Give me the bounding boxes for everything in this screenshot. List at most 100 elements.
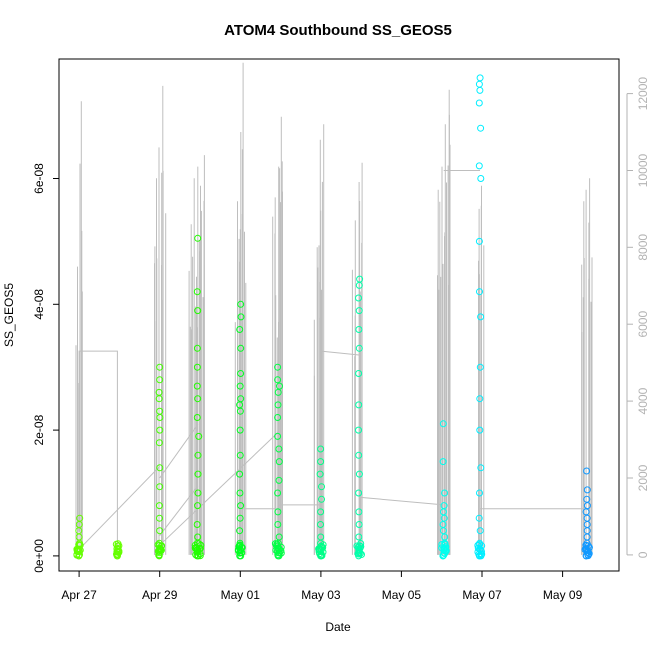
y-tick-label: 2e-08 bbox=[32, 414, 46, 445]
data-point bbox=[194, 470, 202, 478]
data-point bbox=[475, 99, 483, 107]
data-point bbox=[113, 552, 121, 560]
data-point bbox=[355, 508, 363, 516]
data-point bbox=[355, 521, 363, 528]
data-point bbox=[439, 420, 447, 428]
data-point bbox=[476, 426, 484, 434]
data-point bbox=[274, 388, 282, 396]
data-point bbox=[353, 542, 361, 550]
data-point bbox=[237, 370, 245, 377]
data-point bbox=[318, 495, 325, 503]
data-point bbox=[236, 451, 244, 459]
data-point bbox=[158, 542, 166, 550]
data-point bbox=[317, 458, 325, 466]
x-axis-label: Date bbox=[325, 620, 351, 634]
plot-frame bbox=[58, 58, 620, 572]
data-point bbox=[477, 313, 485, 321]
data-point bbox=[236, 326, 244, 333]
data-point bbox=[355, 426, 362, 434]
data-point bbox=[274, 489, 282, 497]
data-point bbox=[113, 545, 121, 553]
data-point bbox=[355, 401, 363, 409]
data-point bbox=[355, 294, 362, 302]
data-point bbox=[274, 508, 282, 516]
data-point bbox=[317, 521, 324, 528]
data-point bbox=[275, 445, 283, 453]
data-point bbox=[441, 489, 448, 497]
right-tick-label: 0 bbox=[636, 551, 650, 558]
data-point bbox=[355, 470, 363, 478]
data-point bbox=[276, 382, 283, 390]
data-point bbox=[274, 414, 282, 421]
data-point bbox=[318, 483, 325, 491]
data-point bbox=[194, 533, 202, 541]
data-point bbox=[114, 540, 122, 548]
right-tick-label: 4000 bbox=[636, 387, 650, 414]
x-tick-label: Apr 27 bbox=[61, 588, 97, 602]
data-point bbox=[440, 502, 448, 510]
data-point bbox=[193, 521, 201, 528]
data-point bbox=[441, 533, 449, 541]
data-point bbox=[275, 458, 283, 466]
data-point bbox=[275, 549, 283, 557]
data-point bbox=[156, 514, 163, 522]
y-tick-label: 6e-08 bbox=[32, 163, 46, 194]
data-point bbox=[155, 502, 163, 510]
data-point bbox=[154, 541, 162, 549]
data-point bbox=[477, 124, 485, 132]
data-point bbox=[477, 175, 485, 182]
data-point bbox=[193, 414, 201, 421]
right-tick-label: 2000 bbox=[636, 464, 650, 491]
y-tick-label: 0e+00 bbox=[32, 539, 46, 573]
data-point bbox=[476, 74, 484, 82]
data-point bbox=[355, 533, 363, 541]
data-point bbox=[274, 401, 282, 409]
data-point bbox=[236, 382, 244, 390]
right-axis-line-series bbox=[75, 62, 593, 555]
data-point bbox=[476, 489, 483, 497]
data-point bbox=[476, 363, 484, 371]
line-connector bbox=[161, 431, 279, 544]
data-point bbox=[275, 533, 283, 541]
data-point bbox=[194, 395, 202, 403]
data-point bbox=[156, 426, 164, 434]
data-point bbox=[355, 489, 363, 497]
right-tick-label: 10000 bbox=[636, 153, 650, 187]
data-point bbox=[193, 288, 201, 296]
x-tick-label: May 03 bbox=[301, 588, 341, 602]
axes: Apr 27 Apr 29 May 01 May 03 May 05 May 07 May … bbox=[32, 77, 650, 602]
data-point bbox=[274, 363, 282, 371]
data-point bbox=[274, 376, 282, 384]
data-point bbox=[582, 508, 590, 516]
data-point bbox=[476, 288, 483, 296]
data-point bbox=[194, 307, 202, 315]
data-point bbox=[477, 464, 485, 472]
y-axis-label: SS_GEOS5 bbox=[2, 283, 16, 347]
data-point bbox=[475, 80, 483, 88]
data-point bbox=[237, 502, 245, 510]
data-point bbox=[156, 407, 164, 415]
data-point bbox=[316, 470, 324, 478]
data-point bbox=[583, 486, 591, 494]
data-point bbox=[194, 451, 202, 459]
data-point bbox=[73, 550, 81, 558]
data-point bbox=[274, 432, 282, 440]
data-point bbox=[317, 533, 325, 541]
data-point bbox=[155, 388, 163, 396]
data-point bbox=[439, 521, 447, 528]
data-point bbox=[476, 395, 484, 403]
data-point bbox=[156, 376, 164, 384]
right-tick-label: 6000 bbox=[636, 311, 650, 338]
data-point bbox=[194, 489, 202, 497]
x-tick-label: Apr 29 bbox=[142, 588, 178, 602]
data-point bbox=[583, 467, 591, 475]
data-point bbox=[195, 432, 203, 440]
data-point bbox=[476, 527, 484, 535]
line-connector bbox=[80, 466, 161, 548]
data-point bbox=[355, 307, 363, 315]
data-point bbox=[76, 514, 84, 522]
chart-title: ATOM4 Southbound SS_GEOS5 bbox=[224, 22, 452, 39]
data-point bbox=[355, 546, 363, 554]
data-point bbox=[582, 541, 590, 549]
